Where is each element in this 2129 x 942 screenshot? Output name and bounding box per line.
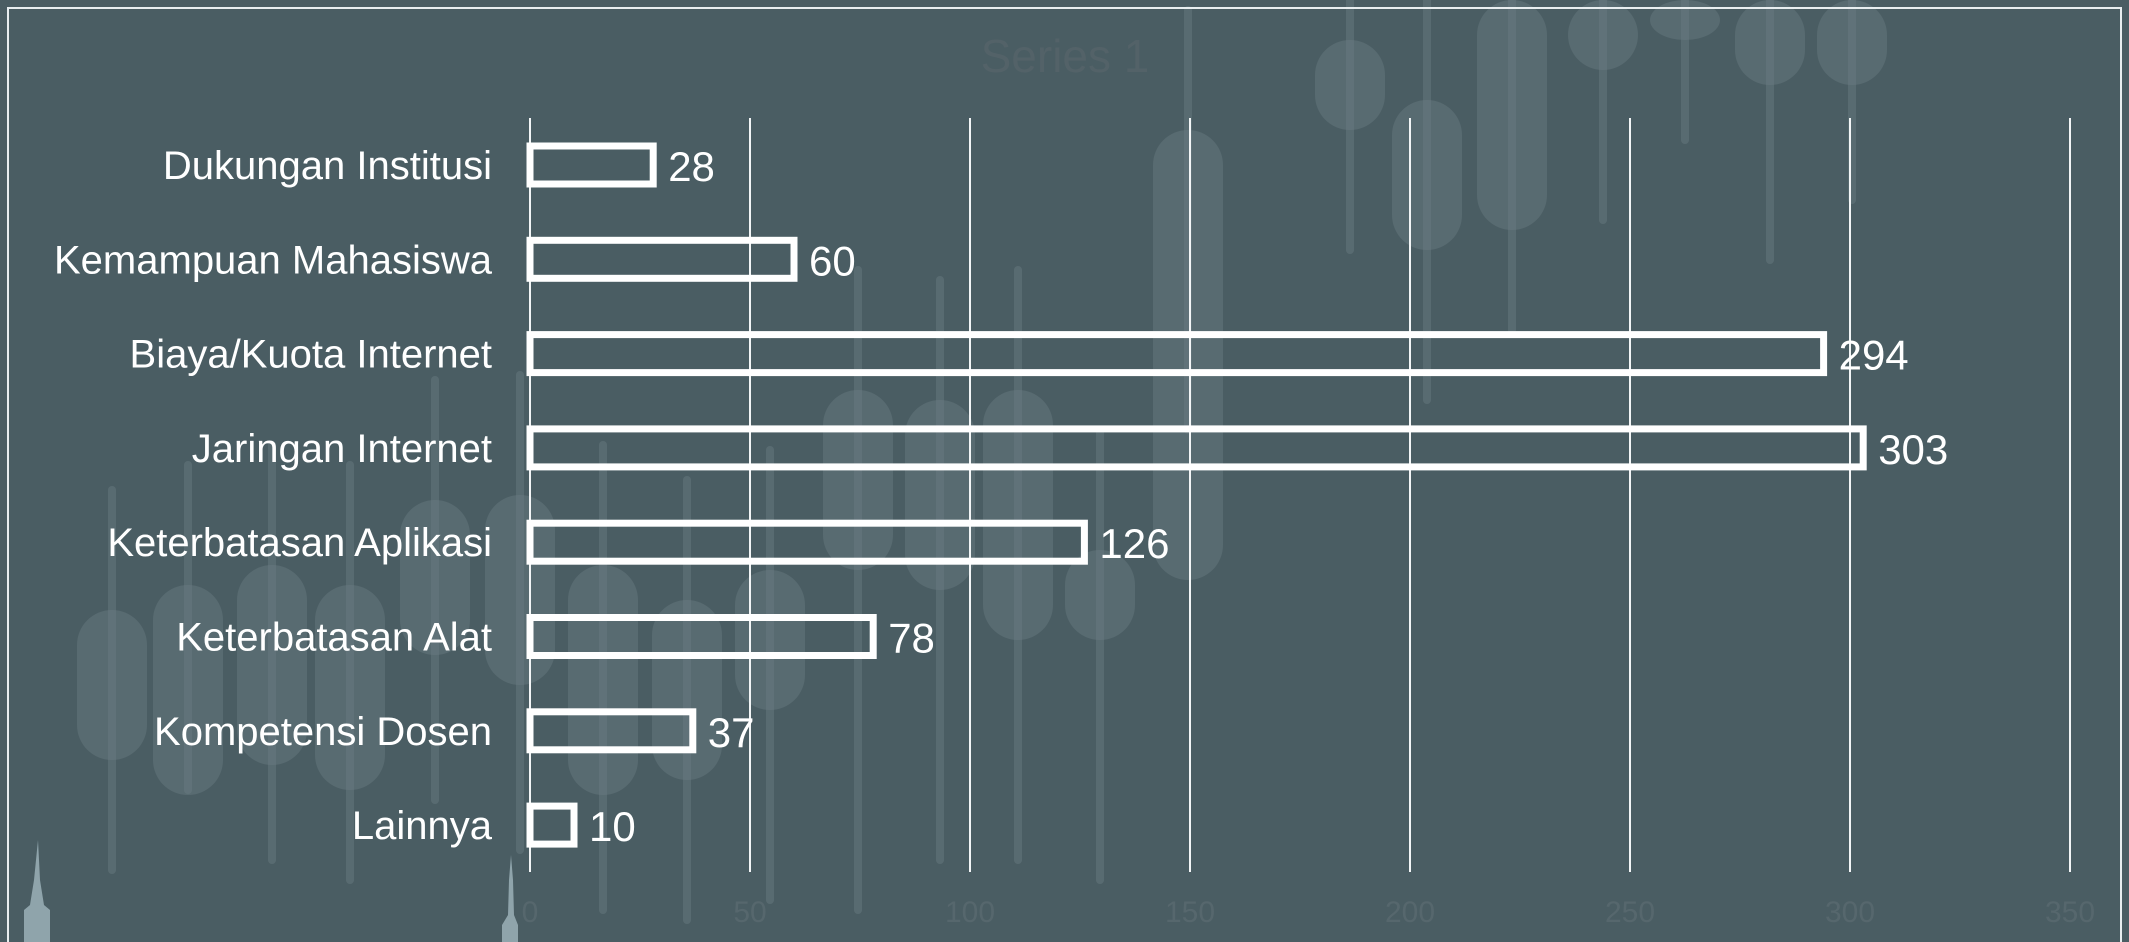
decor-candle xyxy=(652,476,722,924)
decor-candle-body xyxy=(568,565,638,795)
x-tick-label: 150 xyxy=(1165,896,1215,929)
decor-candle xyxy=(400,376,470,804)
decor-candle xyxy=(237,441,307,864)
category-label: Kemampuan Mahasiswa xyxy=(54,238,493,282)
decor-candle xyxy=(823,266,893,914)
decor-candle xyxy=(1065,426,1135,884)
decor-candle-body xyxy=(1065,550,1135,640)
bar xyxy=(526,519,1088,565)
category-label: Jaringan Internet xyxy=(192,427,492,471)
decor-candle xyxy=(735,446,805,904)
x-tick-label: 300 xyxy=(1825,896,1875,929)
decor-candle-body xyxy=(400,500,470,655)
x-tick-label: 350 xyxy=(2045,896,2095,929)
chart-frame xyxy=(7,7,2122,942)
bar xyxy=(526,331,1828,377)
x-tick-label: 250 xyxy=(1605,896,1655,929)
category-label: Lainnya xyxy=(352,804,493,848)
decor-candle-body xyxy=(485,495,555,685)
decor-candle-body xyxy=(1315,40,1385,130)
decor-candle xyxy=(905,276,975,864)
decor-candle-body xyxy=(315,585,385,790)
decor-tower-left xyxy=(24,840,50,942)
x-tick-label: 50 xyxy=(733,896,766,929)
decor-candle-body xyxy=(983,390,1053,640)
data-label: 303 xyxy=(1878,426,1948,473)
bar xyxy=(526,236,798,282)
decor-candle xyxy=(153,461,223,795)
decor-candle-body xyxy=(652,600,722,780)
decor-candle-body xyxy=(1568,0,1638,70)
decor-candle-body xyxy=(1153,130,1223,580)
chart-title: Series 1 xyxy=(981,30,1150,82)
decor-candle-body xyxy=(153,585,223,795)
decor-candle xyxy=(77,486,147,874)
x-tick-label: 100 xyxy=(945,896,995,929)
decor-candle xyxy=(1735,0,1805,264)
data-label: 60 xyxy=(809,237,856,284)
data-label: 294 xyxy=(1839,332,1909,379)
decor-candle xyxy=(1315,0,1385,254)
decor-candle xyxy=(983,266,1053,864)
decor-candle-body xyxy=(1477,0,1547,230)
decor-candle-body xyxy=(1650,0,1720,40)
data-label: 37 xyxy=(708,709,755,756)
bars xyxy=(526,142,1867,848)
decor-candle xyxy=(1650,0,1720,144)
decor-candle-body xyxy=(237,565,307,765)
data-labels: 28 60 294 303 126 78 37 10 xyxy=(589,143,1948,850)
background-decoration xyxy=(24,0,1887,942)
category-label: Keterbatasan Alat xyxy=(176,616,492,660)
decor-candle xyxy=(1817,0,1887,204)
bar xyxy=(526,708,697,754)
bar xyxy=(526,802,578,848)
category-label: Biaya/Kuota Internet xyxy=(130,333,492,377)
data-label: 28 xyxy=(668,143,715,190)
decor-candle xyxy=(1153,6,1223,580)
decor-candle-body xyxy=(1817,0,1887,85)
bar xyxy=(526,614,877,659)
bar xyxy=(526,425,1867,471)
decor-candle xyxy=(1392,0,1462,404)
decor-candle-body xyxy=(1392,100,1462,250)
x-tick-label: 200 xyxy=(1385,896,1435,929)
data-label: 126 xyxy=(1099,520,1169,567)
decor-candle xyxy=(485,371,555,854)
decor-candle-body xyxy=(1735,0,1805,85)
category-label: Dukungan Institusi xyxy=(163,144,492,188)
data-label: 78 xyxy=(888,615,935,662)
decor-candle-body xyxy=(77,610,147,760)
decor-candle xyxy=(1568,0,1638,224)
decor-tower-right xyxy=(502,855,518,942)
bar xyxy=(526,142,657,188)
data-label: 10 xyxy=(589,803,636,850)
decor-candle xyxy=(315,461,385,884)
category-labels: Dukungan Institusi Kemampuan Mahasiswa Bia… xyxy=(54,144,493,848)
decor-candle-body xyxy=(823,390,893,570)
category-label: Keterbatasan Aplikasi xyxy=(107,521,492,565)
decor-candle-body xyxy=(735,570,805,710)
x-tick-label: 0 xyxy=(522,896,539,929)
category-label: Kompetensi Dosen xyxy=(154,710,492,754)
gridlines xyxy=(529,118,2071,872)
x-axis-ticks: 0 50 100 150 200 250 300 350 xyxy=(522,896,2095,929)
decor-candle-body xyxy=(905,400,975,590)
decor-candle xyxy=(1477,0,1547,334)
